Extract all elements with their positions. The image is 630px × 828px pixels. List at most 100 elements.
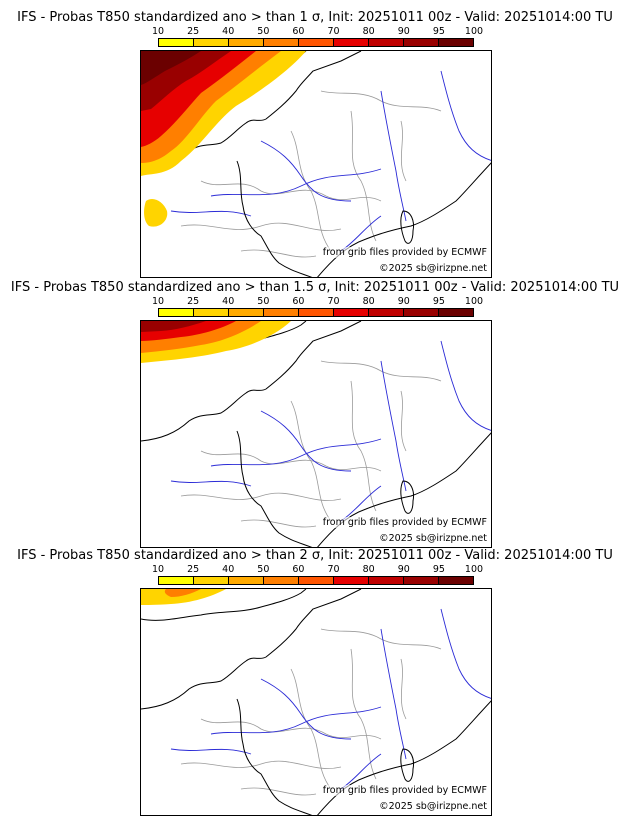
admin-border bbox=[400, 390, 407, 452]
colorbar-tick-label: 70 bbox=[327, 296, 340, 307]
colorbar-tick-label: 60 bbox=[292, 296, 305, 307]
admin-border bbox=[400, 120, 407, 182]
colorbar-segment bbox=[299, 577, 334, 584]
river-line bbox=[170, 210, 252, 217]
admin-border bbox=[290, 400, 332, 522]
colorbar-segment bbox=[334, 39, 369, 46]
coastline bbox=[141, 589, 307, 621]
corsica-coast bbox=[400, 748, 414, 782]
corsica-coast bbox=[400, 480, 414, 514]
colorbar-tick-label: 10 bbox=[151, 26, 165, 37]
colorbar-tick-label: 80 bbox=[362, 564, 375, 575]
probability-map[interactable]: from grib files provided by ECMWF ©2025 … bbox=[140, 588, 492, 816]
river-line bbox=[260, 410, 352, 472]
data-source-credit: from grib files provided by ECMWF bbox=[322, 785, 487, 796]
copyright-credit: ©2025 sb@irizpne.net bbox=[379, 801, 487, 812]
copyright-credit: ©2025 sb@irizpne.net bbox=[379, 533, 487, 544]
colorbar-segment bbox=[299, 39, 334, 46]
colorbar-segment bbox=[194, 39, 229, 46]
colorbar-segment bbox=[369, 309, 404, 316]
colorbar-segment bbox=[264, 39, 299, 46]
colorbar-tick-label: 95 bbox=[432, 26, 445, 37]
colorbar bbox=[158, 38, 474, 47]
probability-map[interactable]: from grib files provided by ECMWF ©2025 … bbox=[140, 320, 492, 548]
probability-overlay bbox=[141, 51, 306, 227]
probability-map[interactable]: from grib files provided by ECMWF ©2025 … bbox=[140, 50, 492, 278]
admin-border bbox=[180, 760, 342, 769]
admin-border bbox=[320, 90, 442, 112]
colorbar-segment bbox=[334, 309, 369, 316]
colorbar-tick-label: 40 bbox=[222, 26, 235, 37]
colorbar-tick-label: 70 bbox=[327, 26, 340, 37]
admin-border bbox=[290, 668, 332, 790]
colorbar-ticks: 10 25 40 50 60 70 80 90 95 100 bbox=[152, 564, 483, 576]
colorbar-tick-label: 60 bbox=[292, 26, 305, 37]
colorbar-tick-label: 25 bbox=[187, 564, 200, 575]
colorbar-tick-label: 95 bbox=[432, 296, 445, 307]
colorbar-tick-label: 60 bbox=[292, 564, 305, 575]
colorbar-segment bbox=[159, 39, 194, 46]
admin-border bbox=[320, 360, 442, 382]
colorbar-segment bbox=[404, 577, 439, 584]
coastline bbox=[141, 321, 362, 442]
probability-overlay bbox=[141, 321, 291, 363]
colorbar-tick-label: 90 bbox=[397, 564, 410, 575]
map-basemap bbox=[141, 321, 491, 547]
coastline bbox=[317, 432, 491, 547]
colorbar-tick-label: 40 bbox=[222, 564, 235, 575]
panel-title: IFS - Probas T850 standardized ano > tha… bbox=[10, 280, 620, 295]
coastline bbox=[236, 698, 313, 815]
admin-border bbox=[350, 648, 377, 780]
probability-band-25 bbox=[141, 589, 226, 605]
colorbar-tick-label: 80 bbox=[362, 296, 375, 307]
admin-border bbox=[180, 222, 342, 231]
colorbar-segment bbox=[439, 309, 473, 316]
river-line bbox=[380, 90, 407, 222]
river-line bbox=[170, 748, 252, 755]
river-line bbox=[260, 678, 352, 740]
river-line bbox=[210, 438, 382, 467]
colorbar-segment bbox=[194, 309, 229, 316]
admin-border bbox=[240, 787, 317, 796]
colorbar-tick-label: 90 bbox=[397, 26, 410, 37]
colorbar-segment bbox=[439, 39, 473, 46]
coastline bbox=[236, 160, 313, 277]
admin-border bbox=[350, 110, 377, 242]
admin-border bbox=[350, 380, 377, 512]
colorbar-segment bbox=[264, 577, 299, 584]
colorbar-tick-label: 70 bbox=[327, 564, 340, 575]
colorbar-tick-label: 100 bbox=[464, 296, 484, 307]
colorbar-tick-label: 25 bbox=[187, 296, 200, 307]
river-line bbox=[170, 480, 252, 487]
colorbar-tick-label: 90 bbox=[397, 296, 410, 307]
panel-1-5-sigma: IFS - Probas T850 standardized ano > tha… bbox=[0, 280, 630, 552]
colorbar-tick-label: 10 bbox=[151, 564, 165, 575]
colorbar-tick-label: 25 bbox=[187, 26, 200, 37]
corsica-coast bbox=[400, 210, 414, 244]
colorbar-tick-label: 95 bbox=[432, 564, 445, 575]
river-line bbox=[440, 608, 491, 699]
colorbar-segment bbox=[334, 577, 369, 584]
admin-border bbox=[320, 628, 442, 650]
map-canvas bbox=[141, 589, 491, 815]
river-line bbox=[380, 360, 407, 492]
colorbar-segment bbox=[159, 577, 194, 584]
probability-band-50 bbox=[164, 589, 201, 597]
coastline bbox=[236, 430, 313, 547]
colorbar-segment bbox=[229, 39, 264, 46]
colorbar-segment bbox=[369, 39, 404, 46]
river-line bbox=[210, 168, 382, 197]
probability-band-90 bbox=[141, 321, 206, 332]
data-source-credit: from grib files provided by ECMWF bbox=[322, 517, 487, 528]
colorbar-tick-label: 10 bbox=[151, 296, 165, 307]
map-basemap bbox=[141, 589, 491, 815]
admin-border bbox=[400, 658, 407, 720]
colorbar-tick-label: 50 bbox=[257, 564, 270, 575]
colorbar-tick-label: 40 bbox=[222, 296, 235, 307]
panel-title: IFS - Probas T850 standardized ano > tha… bbox=[17, 10, 613, 25]
data-source-credit: from grib files provided by ECMWF bbox=[322, 247, 487, 258]
colorbar-segment bbox=[404, 39, 439, 46]
river-line bbox=[340, 215, 382, 252]
panel-2-sigma: IFS - Probas T850 standardized ano > tha… bbox=[0, 548, 630, 820]
colorbar-tick-label: 50 bbox=[257, 296, 270, 307]
